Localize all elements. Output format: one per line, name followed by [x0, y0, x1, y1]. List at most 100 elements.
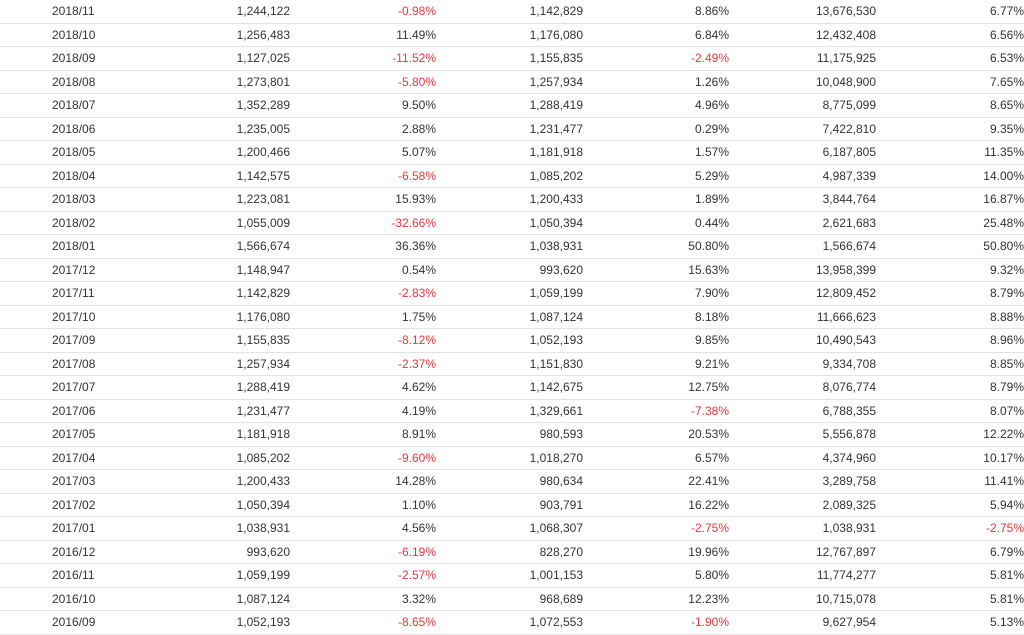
cumulative-sales-cell: 2,089,325	[729, 493, 876, 517]
cumulative-change-cell: 8.65%	[876, 93, 1024, 118]
yoy-change-cell: 0.29%	[583, 117, 729, 141]
sales-cell: 1,256,483	[112, 23, 290, 47]
yoy-change-cell: 20.53%	[583, 422, 729, 447]
mom-change-cell: -5.80%	[290, 70, 436, 94]
yoy-change-cell: 8.18%	[583, 305, 729, 329]
mom-change-cell: 1.10%	[290, 493, 436, 517]
cumulative-sales-cell: 12,767,897	[729, 540, 876, 564]
sales-cell: 1,059,199	[112, 563, 290, 588]
cumulative-sales-cell: 13,676,530	[729, 0, 876, 24]
sales-cell: 1,231,477	[112, 399, 290, 423]
cumulative-sales-cell: 13,958,399	[729, 258, 876, 282]
table-row: 2017/06 1,231,477 4.19% 1,329,661 -7.38% 6,78…	[0, 399, 1024, 423]
mom-change-cell: 14.28%	[290, 469, 436, 494]
mom-change-cell: -9.60%	[290, 446, 436, 470]
sales-cell: 1,223,081	[112, 187, 290, 212]
sales-cell: 993,620	[112, 540, 290, 564]
yoy-change-cell: 22.41%	[583, 469, 729, 494]
yoy-change-cell: 6.84%	[583, 23, 729, 47]
mom-change-cell: -2.83%	[290, 281, 436, 306]
cumulative-change-cell: 6.79%	[876, 540, 1024, 564]
sales-cell: 1,155,835	[112, 328, 290, 353]
cumulative-sales-cell: 11,666,623	[729, 305, 876, 329]
cumulative-sales-cell: 9,627,954	[729, 610, 876, 635]
cumulative-change-cell: 8.07%	[876, 399, 1024, 423]
prior-year-sales-cell: 1,085,202	[436, 164, 583, 188]
prior-year-sales-cell: 993,620	[436, 258, 583, 282]
table-row: 2016/11 1,059,199 -2.57% 1,001,153 5.80% 11,7…	[0, 563, 1024, 588]
cumulative-sales-cell: 8,775,099	[729, 93, 876, 118]
cumulative-sales-cell: 4,374,960	[729, 446, 876, 470]
cumulative-sales-cell: 10,490,543	[729, 328, 876, 353]
cumulative-sales-cell: 1,038,931	[729, 516, 876, 541]
sales-cell: 1,200,433	[112, 469, 290, 494]
yoy-change-cell: -2.49%	[583, 46, 729, 71]
mom-change-cell: -2.37%	[290, 352, 436, 376]
sales-cell: 1,087,124	[112, 587, 290, 611]
yoy-change-cell: 9.85%	[583, 328, 729, 353]
yoy-change-cell: 5.29%	[583, 164, 729, 188]
cumulative-sales-cell: 11,175,925	[729, 46, 876, 71]
yoy-change-cell: -2.75%	[583, 516, 729, 541]
month-cell: 2018/03	[0, 187, 112, 212]
month-cell: 2018/11	[0, 0, 112, 24]
cumulative-change-cell: 25.48%	[876, 211, 1024, 235]
table-row: 2016/09 1,052,193 -8.65% 1,072,553 -1.90% 9,6…	[0, 610, 1024, 635]
cumulative-change-cell: 10.17%	[876, 446, 1024, 470]
mom-change-cell: -11.52%	[290, 46, 436, 71]
cumulative-sales-cell: 10,715,078	[729, 587, 876, 611]
mom-change-cell: -6.19%	[290, 540, 436, 564]
table-row: 2017/05 1,181,918 8.91% 980,593 20.53% 5,556,…	[0, 422, 1024, 447]
cumulative-sales-cell: 3,289,758	[729, 469, 876, 494]
prior-year-sales-cell: 1,038,931	[436, 234, 583, 259]
cumulative-change-cell: 9.32%	[876, 258, 1024, 282]
yoy-change-cell: 9.21%	[583, 352, 729, 376]
month-cell: 2017/05	[0, 422, 112, 447]
month-cell: 2017/03	[0, 469, 112, 494]
yoy-change-cell: 1.89%	[583, 187, 729, 212]
yoy-change-cell: -7.38%	[583, 399, 729, 423]
yoy-change-cell: 12.75%	[583, 375, 729, 400]
cumulative-change-cell: 12.22%	[876, 422, 1024, 447]
cumulative-change-cell: 7.65%	[876, 70, 1024, 94]
cumulative-change-cell: 8.96%	[876, 328, 1024, 353]
sales-cell: 1,235,005	[112, 117, 290, 141]
cumulative-sales-cell: 4,987,339	[729, 164, 876, 188]
yoy-change-cell: 50.80%	[583, 234, 729, 259]
yoy-change-cell: 15.63%	[583, 258, 729, 282]
mom-change-cell: 15.93%	[290, 187, 436, 212]
month-cell: 2017/02	[0, 493, 112, 517]
prior-year-sales-cell: 980,634	[436, 469, 583, 494]
cumulative-sales-cell: 9,334,708	[729, 352, 876, 376]
table-row: 2016/12 993,620 -6.19% 828,270 19.96% 12,767,…	[0, 540, 1024, 564]
cumulative-change-cell: 50.80%	[876, 234, 1024, 259]
cumulative-change-cell: 5.81%	[876, 587, 1024, 611]
table-row: 2018/05 1,200,466 5.07% 1,181,918 1.57% 6,187…	[0, 140, 1024, 165]
cumulative-change-cell: 5.81%	[876, 563, 1024, 588]
cumulative-change-cell: 8.79%	[876, 281, 1024, 306]
sales-cell: 1,257,934	[112, 352, 290, 376]
cumulative-sales-cell: 11,774,277	[729, 563, 876, 588]
cumulative-change-cell: 16.87%	[876, 187, 1024, 212]
yoy-change-cell: 4.96%	[583, 93, 729, 118]
cumulative-change-cell: 11.41%	[876, 469, 1024, 494]
month-cell: 2016/11	[0, 563, 112, 588]
mom-change-cell: 8.91%	[290, 422, 436, 447]
month-cell: 2017/06	[0, 399, 112, 423]
prior-year-sales-cell: 828,270	[436, 540, 583, 564]
prior-year-sales-cell: 1,052,193	[436, 328, 583, 353]
prior-year-sales-cell: 1,176,080	[436, 23, 583, 47]
cumulative-change-cell: 14.00%	[876, 164, 1024, 188]
cumulative-sales-cell: 6,788,355	[729, 399, 876, 423]
month-cell: 2018/01	[0, 234, 112, 259]
prior-year-sales-cell: 1,087,124	[436, 305, 583, 329]
month-cell: 2017/10	[0, 305, 112, 329]
table-row: 2018/03 1,223,081 15.93% 1,200,433 1.89% 3,84…	[0, 187, 1024, 212]
cumulative-sales-cell: 5,556,878	[729, 422, 876, 447]
yoy-change-cell: 19.96%	[583, 540, 729, 564]
cumulative-sales-cell: 1,566,674	[729, 234, 876, 259]
yoy-change-cell: 1.26%	[583, 70, 729, 94]
mom-change-cell: -2.57%	[290, 563, 436, 588]
sales-cell: 1,566,674	[112, 234, 290, 259]
sales-cell: 1,055,009	[112, 211, 290, 235]
